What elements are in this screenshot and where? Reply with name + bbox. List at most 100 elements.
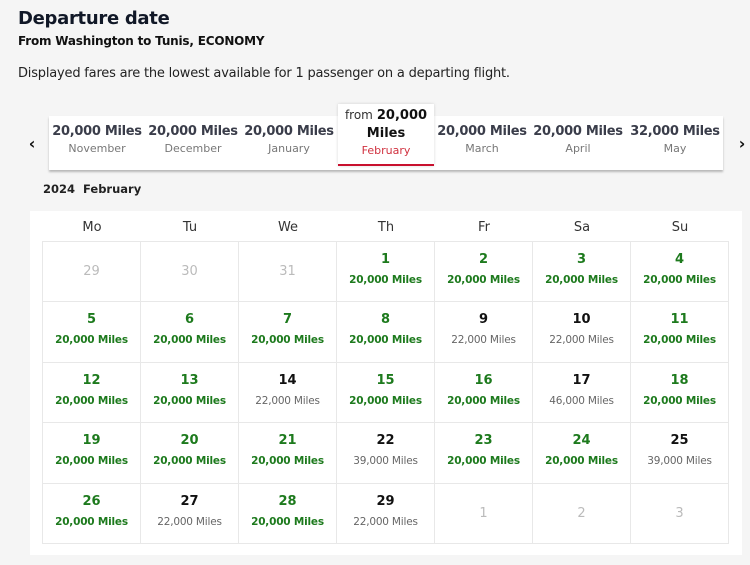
day-number: 3 — [675, 505, 684, 521]
calendar-day[interactable]: 4 20,000 Miles — [631, 242, 729, 303]
day-fare: 20,000 Miles — [643, 334, 716, 347]
calendar-day[interactable]: 1 20,000 Miles — [337, 242, 435, 303]
month-tab-december[interactable]: 20,000 Miles December — [145, 116, 241, 170]
day-number: 25 — [670, 433, 689, 449]
day-number: 1 — [479, 505, 488, 521]
month-tab-april[interactable]: 20,000 Miles April — [530, 116, 626, 170]
day-fare: 20,000 Miles — [447, 274, 520, 286]
month-tab-november[interactable]: 20,000 Miles November — [49, 116, 145, 170]
weekday-label: Sa — [573, 220, 591, 235]
calendar-day[interactable]: 17 46,000 Miles — [533, 362, 631, 424]
day-number: 9 — [478, 312, 489, 328]
day-number: 20 — [180, 433, 199, 449]
calendar-day[interactable]: 20 20,000 Miles — [141, 423, 239, 484]
month-tab-february[interactable]: from 20,000 Miles February — [338, 104, 434, 166]
calendar-day[interactable]: 14 22,000 Miles — [239, 362, 337, 424]
month-tab-may[interactable]: 32,000 Miles May — [627, 116, 723, 170]
day-number: 16 — [474, 372, 493, 388]
day-number: 24 — [572, 433, 591, 449]
calendar-day[interactable]: 21 20,000 Miles — [239, 423, 337, 484]
day-fare: 20,000 Miles — [545, 274, 618, 286]
day-number: 13 — [180, 372, 199, 388]
calendar-day[interactable]: 24 20,000 Miles — [533, 423, 631, 484]
day-number: 3 — [576, 252, 587, 267]
month-miles-unit: Miles — [366, 126, 406, 141]
calendar-day[interactable]: 18 20,000 Miles — [631, 362, 729, 424]
day-fare: 39,000 Miles — [647, 455, 712, 468]
month-miles-value: 20,000 — [376, 108, 428, 123]
calendar-day[interactable]: 15 20,000 Miles — [337, 362, 435, 424]
day-number: 26 — [82, 493, 101, 509]
calendar-day[interactable]: 2 20,000 Miles — [435, 242, 533, 303]
fare-info-text: Displayed fares are the lowest available… — [18, 66, 510, 81]
month-name: April — [565, 142, 591, 155]
calendar-day[interactable]: 3 20,000 Miles — [533, 242, 631, 303]
calendar-day-outside: 31 — [239, 242, 337, 303]
day-fare: 20,000 Miles — [153, 334, 226, 347]
weekday-label: Mo — [82, 220, 102, 235]
calendar-day-outside: 2 — [533, 483, 631, 544]
day-number: 19 — [82, 433, 101, 449]
day-fare: 20,000 Miles — [251, 455, 324, 468]
day-number: 28 — [278, 493, 297, 509]
calendar-day[interactable]: 7 20,000 Miles — [239, 302, 337, 363]
calendar-day[interactable]: 8 20,000 Miles — [337, 302, 435, 363]
day-number: 18 — [670, 372, 689, 388]
calendar-day[interactable]: 25 39,000 Miles — [631, 423, 729, 484]
day-number: 1 — [380, 252, 391, 267]
day-fare: 22,000 Miles — [255, 394, 320, 407]
day-fare: 20,000 Miles — [55, 515, 128, 528]
weekday-label: Tu — [182, 220, 198, 235]
calendar-week-row: 29 30 31 1 20,000 Miles 2 20,000 Miles 3 20,000 … — [43, 242, 729, 303]
month-name: March — [465, 142, 499, 155]
day-number: 11 — [670, 312, 689, 328]
day-number: 10 — [572, 312, 591, 328]
calendar-day[interactable]: 16 20,000 Miles — [435, 362, 533, 424]
calendar-day[interactable]: 23 20,000 Miles — [435, 423, 533, 484]
calendar-day[interactable]: 26 20,000 Miles — [43, 483, 141, 544]
day-number: 30 — [181, 264, 198, 279]
day-number: 21 — [278, 433, 297, 449]
calendar-grid: 29 30 31 1 20,000 Miles 2 20,000 Miles 3 20,000 … — [42, 241, 729, 544]
chevron-left-icon[interactable]: ‹ — [28, 134, 36, 153]
day-number: 2 — [577, 505, 586, 521]
calendar-day[interactable]: 9 22,000 Miles — [435, 302, 533, 363]
weekday-label: Fr — [478, 220, 490, 235]
weekday-label: Th — [377, 220, 395, 235]
calendar-day[interactable]: 10 22,000 Miles — [533, 302, 631, 363]
day-fare: 20,000 Miles — [153, 394, 226, 407]
day-number: 4 — [674, 252, 685, 267]
calendar-day[interactable]: 19 20,000 Miles — [43, 423, 141, 484]
calendar-day[interactable]: 29 22,000 Miles — [337, 483, 435, 544]
calendar-week-row: 19 20,000 Miles 20 20,000 Miles 21 20,000 Mil… — [43, 423, 729, 484]
chevron-right-icon[interactable]: › — [738, 134, 746, 153]
month-miles: 32,000 Miles — [630, 124, 720, 139]
day-fare: 46,000 Miles — [549, 394, 614, 407]
month-tab-january[interactable]: 20,000 Miles January — [241, 116, 337, 170]
day-fare: 20,000 Miles — [349, 334, 422, 347]
calendar-day-outside: 29 — [43, 242, 141, 303]
day-number: 27 — [180, 493, 199, 509]
day-fare: 20,000 Miles — [545, 455, 618, 468]
day-number: 29 — [376, 493, 395, 509]
calendar-day[interactable]: 22 39,000 Miles — [337, 423, 435, 484]
day-fare: 22,000 Miles — [353, 515, 418, 528]
calendar-week-row: 12 20,000 Miles 13 20,000 Miles 14 22,000 Mil… — [43, 362, 729, 424]
calendar-day[interactable]: 5 20,000 Miles — [43, 302, 141, 363]
month-miles: 20,000 Miles — [244, 124, 334, 139]
month-selector: ‹ 20,000 Miles November 20,000 Miles Dec… — [20, 104, 750, 170]
calendar-day[interactable]: 27 22,000 Miles — [141, 483, 239, 544]
calendar-day[interactable]: 11 20,000 Miles — [631, 302, 729, 363]
calendar-day[interactable]: 6 20,000 Miles — [141, 302, 239, 363]
calendar-day[interactable]: 28 20,000 Miles — [239, 483, 337, 544]
calendar-heading: 2024 February — [43, 182, 141, 196]
day-fare: 20,000 Miles — [349, 394, 422, 407]
calendar-day[interactable]: 12 20,000 Miles — [43, 362, 141, 424]
day-number: 22 — [376, 433, 395, 449]
calendar-day[interactable]: 13 20,000 Miles — [141, 362, 239, 424]
month-name: February — [361, 144, 411, 157]
month-miles: 20,000 Miles — [52, 124, 142, 139]
month-miles: 20,000 Miles — [533, 124, 623, 139]
month-tab-march[interactable]: 20,000 Miles March — [434, 116, 530, 170]
day-fare: 20,000 Miles — [447, 394, 520, 407]
